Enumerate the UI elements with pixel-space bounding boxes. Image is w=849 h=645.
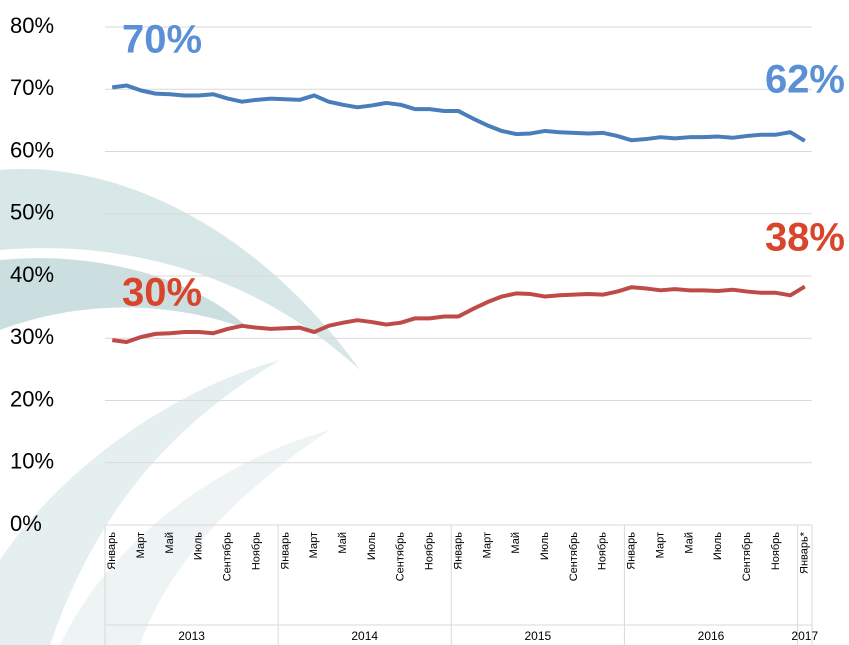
x-tick-label: Июль: [366, 532, 378, 560]
x-tick-label: Май: [510, 532, 522, 554]
annotation: 30%: [122, 271, 202, 315]
year-label: 2017: [791, 629, 818, 643]
year-label: 2013: [178, 629, 205, 643]
x-tick-label: Январь: [452, 532, 464, 570]
x-tick-label: Май: [337, 532, 349, 554]
y-tick-label: 80%: [10, 13, 54, 38]
year-label: 2016: [698, 629, 725, 643]
year-label: 2014: [351, 629, 378, 643]
x-tick-label: Сентябрь: [222, 532, 234, 582]
data-line: [112, 86, 805, 141]
x-tick-label: Ноябрь: [424, 532, 436, 570]
annotation: 70%: [122, 18, 202, 62]
x-tick-label: Ноябрь: [770, 532, 782, 570]
annotation: 62%: [765, 58, 845, 102]
x-tick-label: Сентябрь: [741, 532, 753, 582]
y-tick-label: 0%: [10, 511, 42, 536]
x-tick-label: Сентябрь: [568, 532, 580, 582]
x-tick-label: Июль: [539, 532, 551, 560]
x-tick-label: Май: [683, 532, 695, 554]
x-tick-label: Сентябрь: [395, 532, 407, 582]
y-tick-label: 50%: [10, 200, 54, 225]
y-tick-label: 30%: [10, 324, 54, 349]
x-tick-label: Июль: [712, 532, 724, 560]
x-tick-label: Ноябрь: [597, 532, 609, 570]
x-tick-label: Март: [135, 532, 147, 558]
x-tick-label: Ноябрь: [250, 532, 262, 570]
y-tick-label: 60%: [10, 137, 54, 162]
y-tick-label: 40%: [10, 262, 54, 287]
x-tick-label: Март: [308, 532, 320, 558]
x-tick-label: Май: [164, 532, 176, 554]
x-tick-label: Январь*: [799, 531, 811, 574]
x-tick-label: Январь: [106, 532, 118, 570]
y-tick-label: 20%: [10, 386, 54, 411]
year-label: 2015: [525, 629, 552, 643]
x-tick-label: Март: [654, 532, 666, 558]
y-tick-label: 10%: [10, 449, 54, 474]
chart: 0% 10% 20% 30% 40% 50% 60% 70% 80% Январь Март Май И…: [0, 0, 849, 645]
x-tick-label: Январь: [626, 532, 638, 570]
annotation: 38%: [765, 216, 845, 260]
y-tick-label: 70%: [10, 75, 54, 100]
x-tick-label: Июль: [193, 532, 205, 560]
x-tick-label: Март: [481, 532, 493, 558]
x-tick-label: Январь: [279, 532, 291, 570]
